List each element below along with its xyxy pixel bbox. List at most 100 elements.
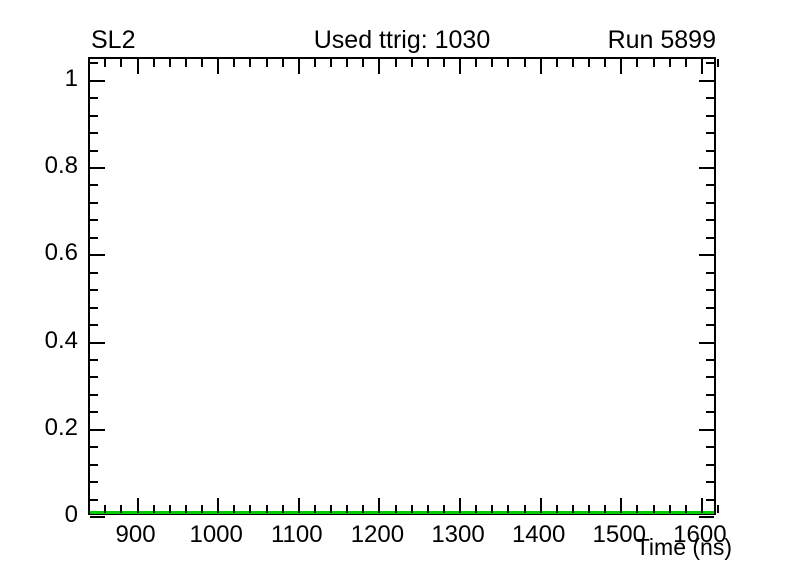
y-axis-right-major-tick [699,254,714,257]
x-axis-top-minor-tick [313,59,316,67]
y-axis-right-minor-tick [706,463,714,466]
x-axis-tick-label: 900 [115,521,156,548]
x-axis-minor-tick [684,505,687,513]
y-axis-minor-tick [90,289,98,292]
x-axis-minor-tick [475,505,478,513]
x-axis-top-major-tick [459,59,462,74]
x-axis-top-major-tick [378,59,381,74]
x-axis-minor-tick [394,505,397,513]
y-axis-tick-label: 0.2 [44,413,78,441]
x-axis-top-minor-tick [684,59,687,67]
x-axis-top-minor-tick [362,59,365,67]
x-axis-top-minor-tick [249,59,252,67]
x-axis-major-tick [700,498,703,513]
y-axis-major-tick [90,428,105,431]
y-axis-minor-tick [90,132,98,135]
x-axis-top-minor-tick [265,59,268,67]
x-axis-minor-tick [442,505,445,513]
y-axis-minor-tick [90,62,98,65]
x-axis-minor-tick [120,505,123,513]
y-axis-minor-tick [90,324,98,327]
x-axis-minor-tick [249,505,252,513]
x-axis-top-minor-tick [233,59,236,67]
y-axis-major-tick [90,167,105,170]
x-axis-top-minor-tick [410,59,413,67]
x-axis-tick-label: 1400 [511,521,566,548]
y-axis-minor-tick [90,271,98,274]
y-axis-right-minor-tick [706,114,714,117]
x-axis-top-minor-tick [491,59,494,67]
x-axis-top-minor-tick [426,59,429,67]
y-axis-minor-tick [90,481,98,484]
x-axis-top-major-tick [620,59,623,74]
x-axis-minor-tick [588,505,590,513]
x-axis-minor-tick [555,505,558,513]
y-axis-right-minor-tick [706,201,714,204]
y-axis-right-minor-tick [706,271,714,274]
y-axis-tick-label: 0.4 [44,326,78,354]
y-axis-right-minor-tick [706,289,714,292]
x-axis-top-minor-tick [668,59,671,67]
y-axis-minor-tick [90,463,98,466]
y-axis-tick-label: 0.8 [44,152,78,180]
y-axis-tick-label: 0.6 [44,239,78,267]
y-axis-major-tick [90,341,105,344]
panel-title-left: SL2 [91,26,136,54]
x-axis-tick-label: 1600 [673,521,727,548]
x-axis-minor-tick [491,505,494,513]
x-axis-top-major-tick [539,59,542,74]
x-axis-minor-tick [265,505,268,513]
x-axis-minor-tick [604,505,607,513]
y-axis-right-minor-tick [706,393,714,396]
y-axis-right-major-tick [699,516,714,518]
y-axis-right-minor-tick [706,411,714,414]
x-axis-minor-tick [426,505,429,513]
x-axis-tick-label: 1100 [270,521,323,548]
x-axis-top-minor-tick [442,59,445,67]
y-axis-right-minor-tick [706,306,714,309]
x-axis-top-minor-tick [636,59,639,67]
x-axis-top-minor-tick [604,59,607,67]
y-axis-minor-tick [90,446,98,449]
x-axis-top-minor-tick [652,59,655,67]
x-axis-top-major-tick [217,59,220,74]
x-axis-top-minor-tick [571,59,574,67]
y-axis-minor-tick [90,358,98,361]
y-axis-right-minor-tick [706,376,714,379]
x-axis-minor-tick [168,505,171,513]
histogram-line [90,511,714,514]
x-axis-top-minor-tick [104,59,107,67]
y-axis-minor-tick [90,393,98,396]
x-axis-minor-tick [507,505,510,513]
x-axis-minor-tick [201,505,204,513]
x-axis-top-minor-tick [475,59,478,67]
x-axis-minor-tick [330,505,333,513]
y-axis-right-minor-tick [706,358,714,361]
x-axis-top-minor-tick [346,59,349,67]
x-axis-minor-tick [410,505,413,513]
y-axis-right-major-tick [699,79,714,82]
x-axis-minor-tick [233,505,236,513]
x-axis-tick-label: 1200 [350,521,405,548]
x-axis-top-minor-tick [120,59,123,67]
x-axis-top-minor-tick [168,59,171,67]
y-axis-major-tick [90,79,105,82]
y-axis-minor-tick [90,149,98,152]
x-axis-top-minor-tick [184,59,187,67]
y-axis-minor-tick [90,306,98,309]
x-axis-title: Time (ns) [635,534,732,560]
y-axis-right-minor-tick [706,219,714,222]
x-axis-major-tick [136,498,139,513]
y-axis-right-minor-tick [706,97,714,100]
y-axis-minor-tick [90,236,98,239]
y-axis-minor-tick [90,219,98,222]
x-axis-major-tick [539,498,542,513]
histogram-series [90,510,714,514]
y-axis-tick-label: 1 [64,64,78,92]
x-axis-minor-tick [523,505,526,513]
y-axis-minor-tick [90,498,98,501]
y-axis-right-minor-tick [706,324,714,327]
y-axis-tick-label: 0 [64,501,78,528]
x-axis-top-major-tick [136,59,139,74]
